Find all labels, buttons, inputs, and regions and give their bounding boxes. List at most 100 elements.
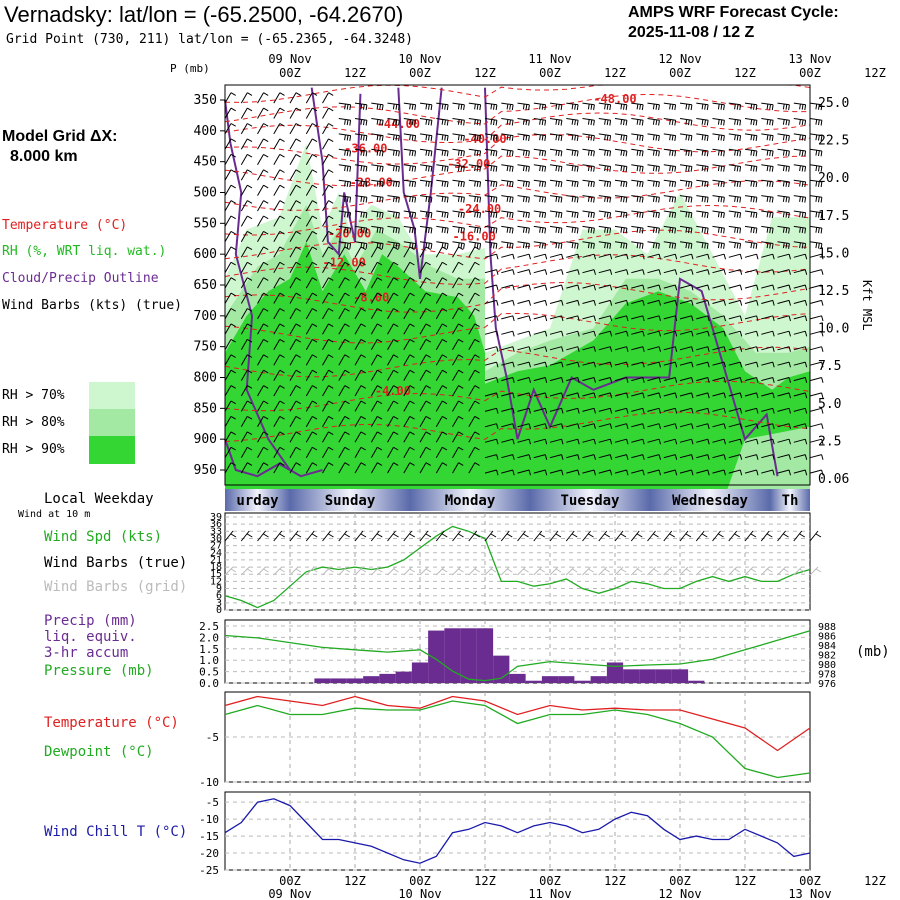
wind-barb bbox=[403, 102, 417, 111]
wind-barb bbox=[777, 284, 791, 291]
pressure-tick: 450 bbox=[194, 155, 217, 170]
wind-barb bbox=[419, 118, 433, 126]
wind-barb bbox=[809, 407, 824, 414]
wind-barb bbox=[614, 423, 629, 430]
wind-barb bbox=[289, 169, 301, 181]
wind-barb bbox=[566, 210, 579, 219]
wind-barb bbox=[403, 133, 417, 141]
wind-barb bbox=[647, 241, 660, 249]
wind-barb bbox=[533, 195, 547, 203]
wind-barb bbox=[387, 415, 399, 428]
wind-barb bbox=[403, 292, 415, 304]
wind-barb bbox=[663, 195, 677, 203]
wind-barb bbox=[387, 118, 400, 126]
wind-barb bbox=[598, 284, 613, 291]
surface-wind-barb-grid bbox=[289, 566, 302, 576]
wind-barb bbox=[240, 123, 253, 135]
wind-barb bbox=[696, 148, 709, 157]
time-hour-label-bottom: 12Z bbox=[474, 874, 496, 888]
wind-barb bbox=[387, 292, 399, 304]
wind-barb bbox=[289, 462, 301, 474]
wind-barb bbox=[257, 153, 269, 166]
wind-barb bbox=[305, 200, 318, 212]
wind-barb bbox=[761, 225, 774, 234]
wind-barb bbox=[273, 200, 285, 212]
wind-barb bbox=[370, 292, 383, 304]
surface-wind-barb bbox=[257, 530, 269, 542]
wind-barb bbox=[712, 392, 726, 399]
temp-tick: -10 bbox=[199, 776, 219, 789]
wind-barb bbox=[338, 415, 350, 428]
wind-barb bbox=[631, 253, 645, 260]
wind-barb bbox=[289, 369, 301, 381]
wind-barb bbox=[647, 195, 660, 203]
wind-barb bbox=[761, 179, 774, 188]
wind-barb bbox=[793, 392, 808, 399]
wind-barb bbox=[696, 330, 710, 337]
wind-barb bbox=[484, 469, 499, 476]
wind-barb bbox=[435, 400, 448, 412]
time-hour-label-bottom: 00Z bbox=[799, 874, 821, 888]
wind-barb bbox=[696, 164, 709, 172]
wind-barb bbox=[777, 179, 790, 188]
wind-barb bbox=[598, 423, 613, 430]
wind-barb bbox=[566, 392, 580, 399]
wind-barb bbox=[728, 164, 742, 172]
wind-barb bbox=[663, 454, 678, 460]
wind-barb bbox=[728, 225, 742, 234]
wind-barb bbox=[533, 133, 547, 141]
wind-barb bbox=[533, 210, 547, 219]
wind-barb bbox=[484, 361, 499, 368]
wind-barb bbox=[647, 377, 661, 383]
wind-barb bbox=[663, 241, 677, 249]
wind-barb bbox=[435, 277, 448, 289]
wind-barb bbox=[582, 469, 596, 476]
surface-wind-barb bbox=[565, 530, 578, 542]
surface-wind-barb bbox=[777, 530, 789, 542]
wind-barb bbox=[614, 102, 628, 111]
wind-10m-label: Wind at 10 m bbox=[18, 509, 91, 520]
isotherm-label: -28.00 bbox=[350, 175, 393, 189]
wind-barb bbox=[712, 438, 726, 445]
wind-barb bbox=[501, 179, 514, 188]
wind-barb bbox=[712, 133, 725, 141]
wind-barb bbox=[468, 246, 480, 258]
wind-barb bbox=[777, 377, 791, 383]
wind-barb bbox=[777, 148, 790, 157]
wind-barb bbox=[777, 164, 790, 172]
wind-barb bbox=[468, 277, 480, 289]
wind-barb bbox=[419, 446, 431, 458]
wind-barb bbox=[728, 346, 743, 352]
wind-barb bbox=[484, 423, 499, 430]
wind-barb bbox=[663, 346, 678, 352]
surface-wind-barb bbox=[354, 530, 367, 542]
surface-wind-barb-grid bbox=[760, 566, 773, 576]
surface-wind-barb-grid bbox=[647, 566, 659, 576]
wind-barb bbox=[452, 415, 464, 428]
wind-barb bbox=[452, 385, 464, 397]
surface-wind-barb-grid bbox=[484, 566, 497, 576]
wind-barb bbox=[224, 230, 236, 243]
isotherm-label: -4.00 bbox=[375, 384, 411, 398]
wind-barb bbox=[338, 446, 350, 458]
wind-tick: 24 bbox=[210, 548, 222, 559]
surface-wind-barb-grid bbox=[565, 566, 578, 576]
surface-wind-barb-grid bbox=[777, 566, 789, 576]
wind-barb bbox=[566, 133, 579, 141]
wind-barb bbox=[289, 415, 301, 428]
wind-barb bbox=[696, 133, 709, 141]
wind-barb bbox=[614, 392, 629, 399]
wind-barb bbox=[305, 92, 318, 104]
wind-barb bbox=[679, 361, 694, 368]
wind-barb bbox=[549, 454, 564, 460]
wind-barb bbox=[387, 400, 399, 412]
wind-barb bbox=[501, 330, 515, 337]
wind-barb bbox=[696, 225, 709, 234]
kft-tick: 2.5 bbox=[818, 434, 841, 449]
wind-barb bbox=[436, 164, 449, 172]
rh-70-swatch bbox=[89, 382, 135, 409]
wind-barb bbox=[452, 369, 464, 381]
wind-barb bbox=[614, 195, 628, 203]
wind-barb bbox=[370, 246, 383, 258]
wind-barb bbox=[273, 123, 285, 135]
